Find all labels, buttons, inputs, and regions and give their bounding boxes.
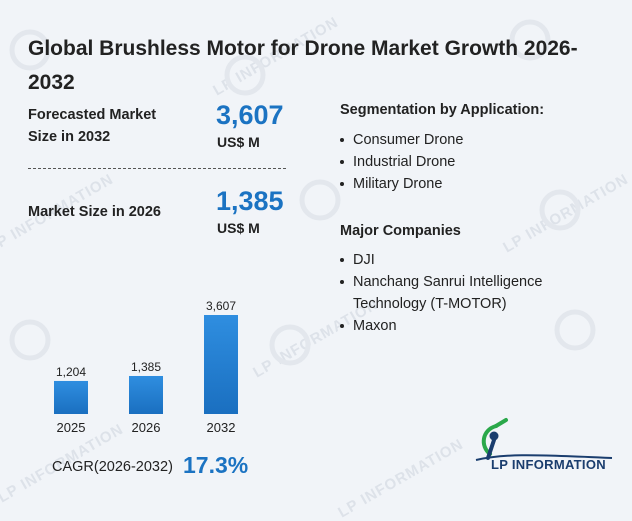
forecast-value: 3,607 — [216, 100, 284, 130]
bar-chart: 1,204 2025 1,385 2026 3,607 2032 — [54, 299, 238, 435]
bar-2025 — [54, 380, 88, 414]
segmentation-list: Consumer Drone Industrial Drone Military… — [340, 129, 610, 195]
cagr-value: 17.3% — [183, 452, 249, 478]
data-label-2032: 3,607 — [206, 299, 236, 313]
tick-label-2025: 2025 — [57, 420, 86, 435]
list-item: Industrial Drone — [340, 151, 610, 173]
current-unit: US$ M — [217, 220, 260, 236]
data-label-2025: 1,204 — [56, 365, 86, 379]
list-item: Consumer Drone — [340, 129, 610, 151]
page-title: Global Brushless Motor for Drone Market … — [28, 37, 578, 94]
segmentation-heading: Segmentation by Application: — [340, 102, 545, 118]
companies-list: DJI Nanchang Sanrui Intelligence Technol… — [340, 249, 555, 337]
bar-2026 — [129, 375, 163, 414]
divider — [28, 168, 286, 169]
list-item: Nanchang Sanrui Intelligence Technology … — [340, 271, 555, 315]
watermark-text: LP INFORMATION — [335, 435, 467, 521]
forecast-label: Forecasted Market Size in 2032 — [28, 107, 157, 145]
current-value: 1,385 — [216, 186, 284, 216]
logo-text: LP INFORMATION — [491, 457, 606, 472]
lp-information-logo-icon — [475, 418, 613, 461]
tick-label-2026: 2026 — [132, 420, 161, 435]
list-item: DJI — [340, 249, 555, 271]
list-item: Military Drone — [340, 173, 610, 195]
data-label-2026: 1,385 — [131, 360, 161, 374]
bar-2032 — [204, 315, 238, 414]
forecast-unit: US$ M — [217, 134, 260, 150]
current-label: Market Size in 2026 — [28, 204, 161, 220]
company-logo: LP INFORMATION — [472, 416, 622, 486]
cagr-label: CAGR(2026-2032) — [52, 459, 173, 475]
companies-heading: Major Companies — [340, 223, 461, 239]
tick-label-2032: 2032 — [207, 420, 236, 435]
list-item: Maxon — [340, 315, 555, 337]
